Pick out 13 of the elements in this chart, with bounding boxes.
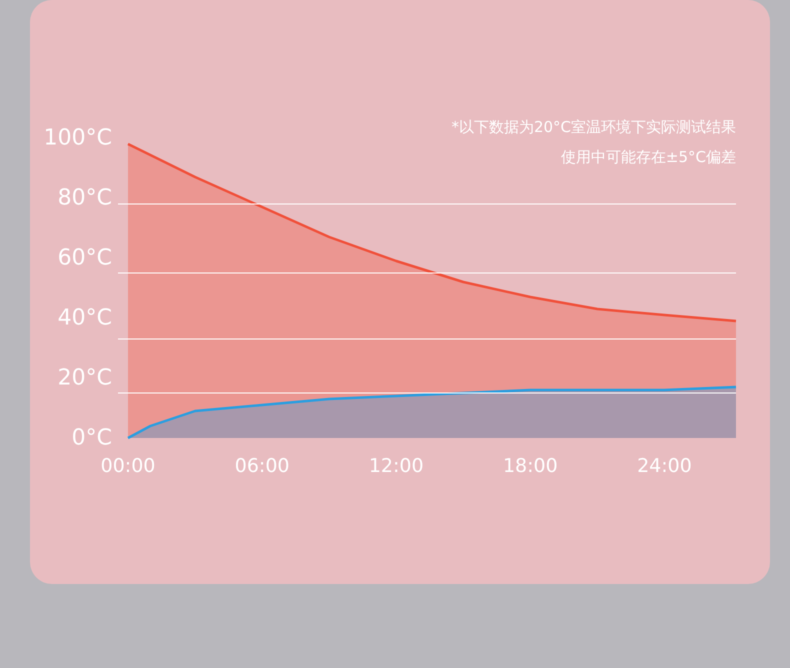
text: *以下数据为20°C室温环境下实际测试结果 [451,118,736,136]
x-tick-label: 06:00 [234,455,290,477]
x-tick-label: 24:00 [637,455,692,477]
x-tick-label: 00:00 [100,455,156,477]
y-tick-label: 100°C [44,126,112,150]
y-tick-label: 40°C [58,306,112,330]
annotation: 使用中可能存在±5°C偏差 [560,148,736,166]
y-tick-label: 20°C [58,366,112,390]
y-tick-label: 80°C [58,186,112,210]
x-tick-label: 12:00 [368,455,424,477]
y-tick-label: 0°C [72,426,112,450]
x-tick-label: 18:00 [502,455,558,477]
y-tick-label: 60°C [58,246,112,270]
